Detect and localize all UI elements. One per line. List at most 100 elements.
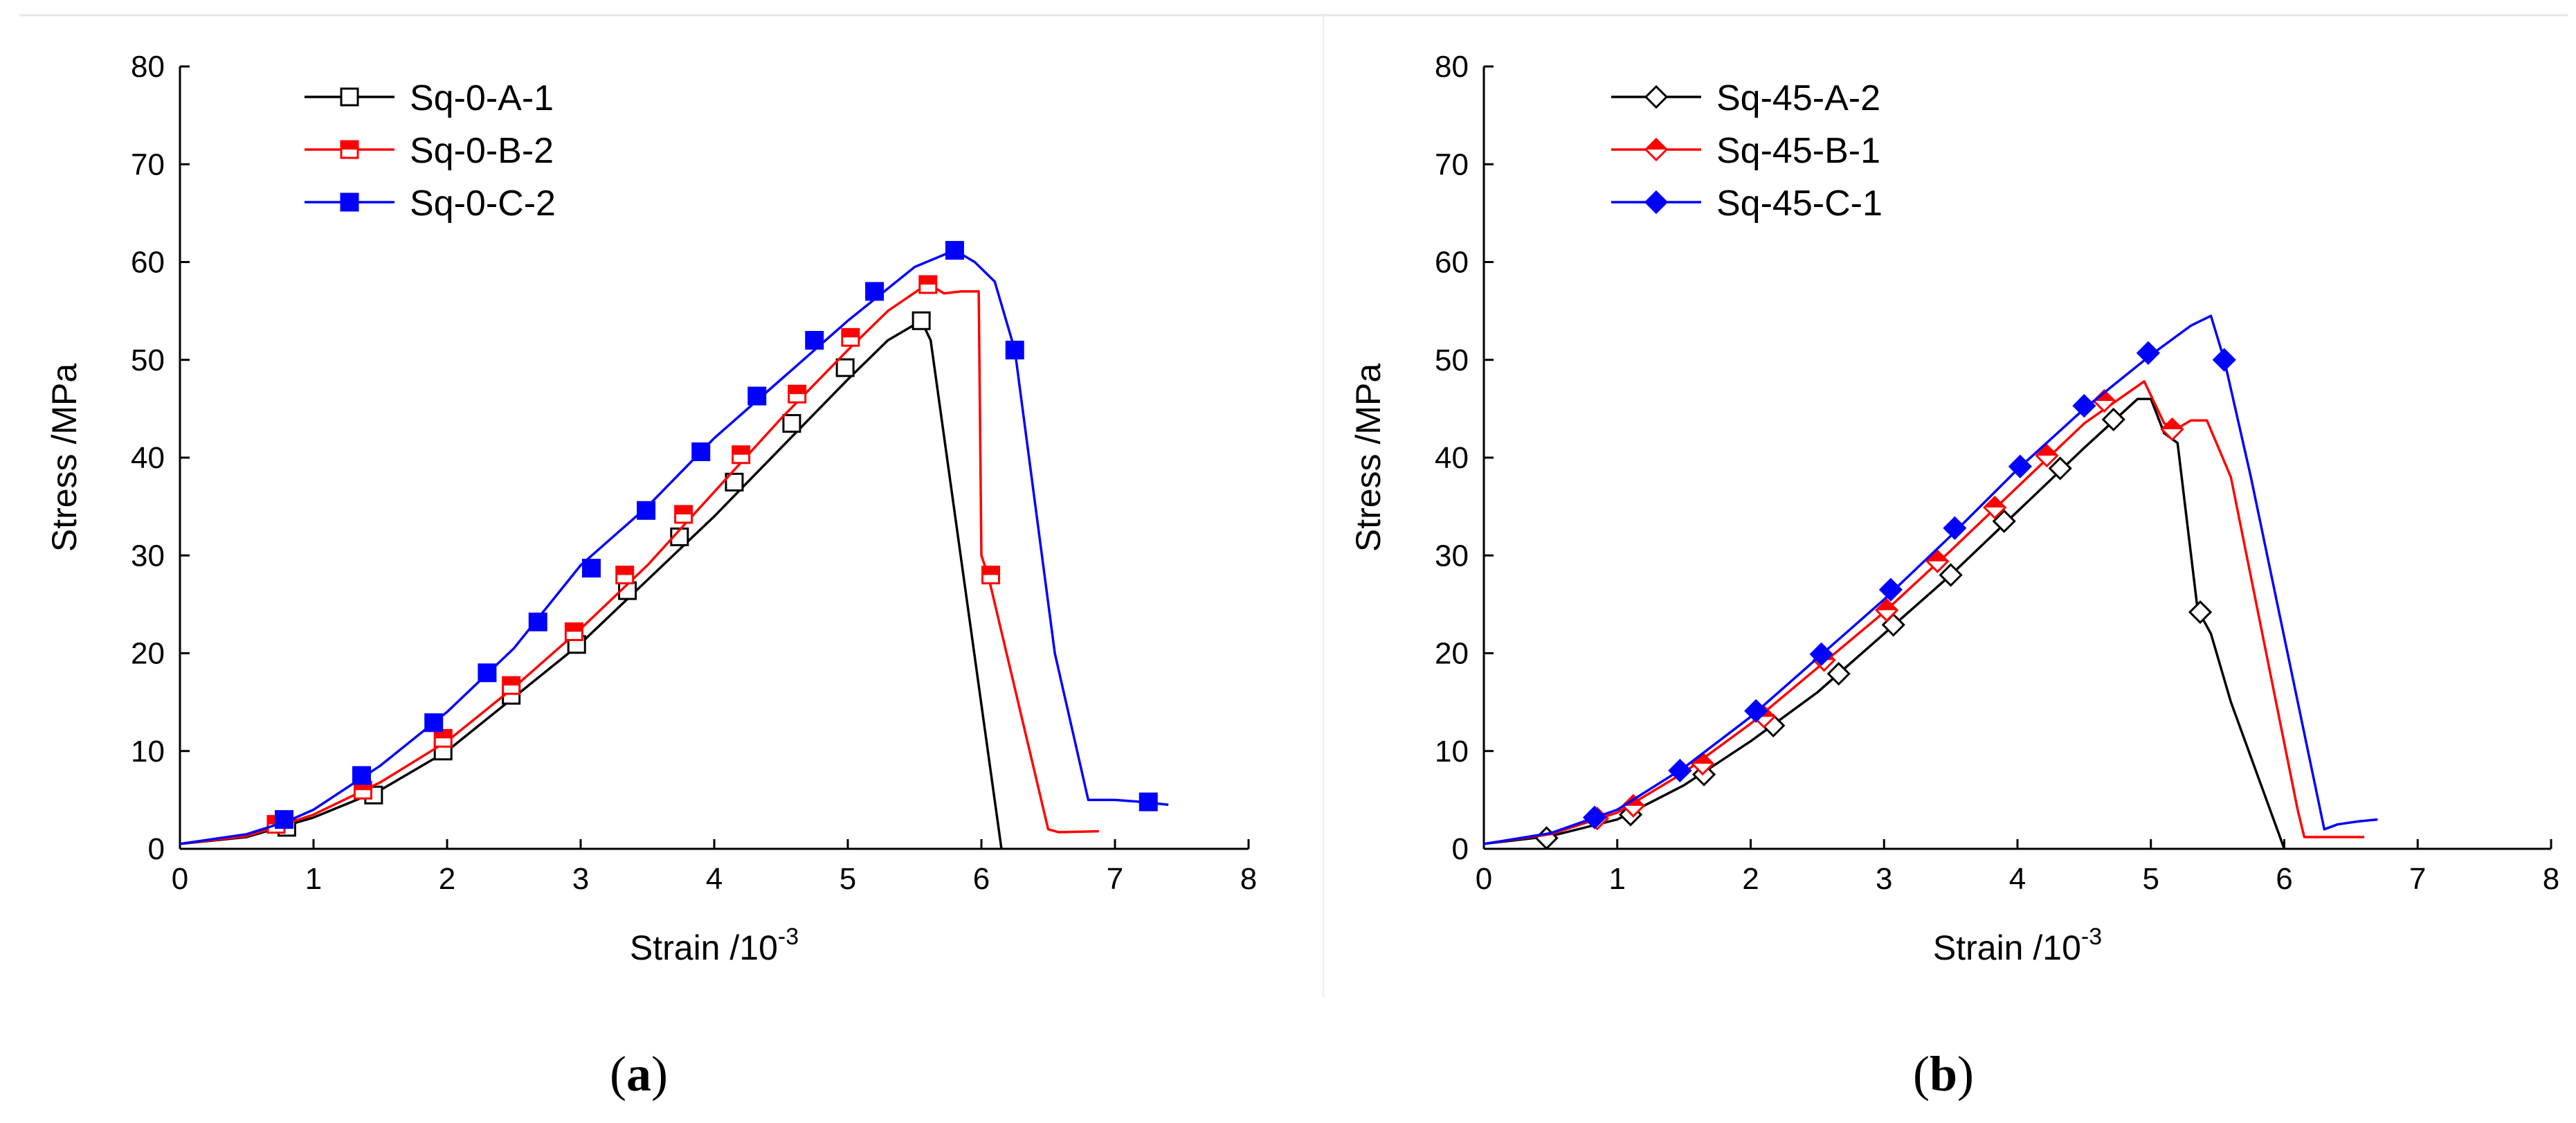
legend-marker — [1644, 190, 1669, 215]
data-marker-Sq-0-B-2 — [918, 275, 938, 294]
data-marker-Sq-0-C-2 — [528, 612, 547, 631]
data-marker-Sq-45-A-2 — [2188, 600, 2213, 625]
data-marker-Sq-0-C-2 — [275, 810, 294, 829]
data-marker-Sq-0-B-2 — [674, 505, 693, 524]
data-marker-Sq-0-B-2 — [502, 676, 521, 695]
series-line-Sq-0-B-2 — [179, 282, 1099, 845]
y-tick-label: 40 — [131, 441, 165, 475]
series-line-Sq-45-C-1 — [1483, 314, 2378, 845]
data-marker-Sq-45-C-1 — [1668, 758, 1692, 783]
data-marker-Sq-0-C-2 — [352, 766, 371, 785]
y-tick-label: 0 — [148, 832, 165, 866]
x-axis-title: Strain /10-3 — [630, 924, 799, 967]
data-marker-Sq-0-C-2 — [581, 559, 601, 578]
x-tick-label: 4 — [706, 862, 723, 896]
y-axis-title: Stress /MPa — [45, 363, 84, 552]
data-marker-Sq-0-C-2 — [747, 386, 767, 406]
series-Sq-0-C-2 — [179, 241, 1169, 845]
legend-entry: Sq-0-B-2 — [305, 131, 554, 171]
legend-b: Sq-45-A-2 Sq-45-B-1 Sq-45-C-1 — [1611, 78, 1883, 224]
y-tick-label: 50 — [1435, 343, 1469, 377]
data-marker-Sq-45-C-1 — [2008, 454, 2032, 478]
legend-marker — [340, 192, 359, 212]
data-marker-Sq-0-C-2 — [805, 331, 824, 350]
y-tick-label: 70 — [131, 147, 165, 181]
x-tick-label: 5 — [840, 862, 856, 896]
data-marker-Sq-45-A-2 — [2048, 456, 2072, 480]
data-marker-Sq-0-C-2 — [637, 501, 656, 520]
x-tick-label: 8 — [2543, 862, 2559, 896]
x-axis-title-base: Strain /10 — [630, 928, 778, 967]
data-marker-Sq-0-B-2 — [788, 384, 807, 404]
data-marker-Sq-45-C-1 — [1744, 699, 1768, 723]
y-tick-label: 10 — [1435, 735, 1469, 769]
x-tick-label: 7 — [2409, 862, 2426, 896]
legend-entry: Sq-45-C-1 — [1611, 183, 1883, 224]
legend-marker — [340, 140, 359, 159]
series-line-Sq-0-A-1 — [179, 319, 1003, 850]
data-marker-Sq-0-B-2 — [433, 728, 453, 748]
data-marker-Sq-45-B-1 — [1874, 598, 1899, 622]
panel-label-a: (a) — [610, 1046, 668, 1102]
legend-entry: Sq-45-A-2 — [1611, 78, 1880, 118]
series-Sq-0-A-1 — [179, 311, 1003, 850]
data-marker-Sq-0-A-1 — [911, 311, 931, 330]
y-tick-label: 60 — [1435, 246, 1469, 280]
series-Sq-45-C-1 — [1483, 314, 2378, 845]
data-marker-Sq-45-A-2 — [1826, 662, 1851, 686]
legend-label: Sq-45-C-1 — [1716, 183, 1883, 224]
y-tick-label: 80 — [1435, 50, 1469, 84]
x-tick-label: 3 — [572, 862, 589, 896]
x-axis-title-base: Strain /10 — [1933, 928, 2081, 967]
data-marker-Sq-0-B-2 — [564, 622, 583, 641]
series-line-Sq-0-C-2 — [179, 249, 1169, 845]
y-tick-label: 60 — [131, 246, 165, 280]
series-line-Sq-45-B-1 — [1483, 380, 2365, 845]
data-marker-Sq-45-B-1 — [1925, 549, 1950, 573]
data-marker-Sq-45-C-1 — [1582, 805, 1607, 829]
y-tick-label: 40 — [1435, 441, 1469, 475]
data-marker-Sq-0-C-2 — [424, 713, 444, 733]
legend-marker — [340, 87, 359, 107]
data-marker-Sq-45-C-1 — [1809, 642, 1833, 667]
legend-label: Sq-45-B-1 — [1716, 131, 1880, 171]
data-marker-Sq-45-B-1 — [2160, 417, 2184, 442]
legend-label: Sq-0-C-2 — [410, 183, 556, 224]
legend-a: Sq-0-A-1 Sq-0-B-2 Sq-0-C-2 — [305, 78, 556, 224]
data-marker-Sq-0-B-2 — [841, 327, 860, 347]
data-marker-Sq-45-A-2 — [2101, 407, 2125, 432]
data-marker-Sq-0-B-2 — [981, 566, 1001, 584]
legend-entry: Sq-45-B-1 — [1611, 131, 1880, 171]
y-tick-label: 10 — [131, 735, 165, 769]
x-tick-label: 3 — [1876, 862, 1892, 896]
y-tick-label: 20 — [131, 637, 165, 671]
legend-label: Sq-45-A-2 — [1716, 78, 1880, 118]
data-marker-Sq-45-A-2 — [1992, 509, 2016, 533]
legend-entry: Sq-0-A-1 — [305, 78, 554, 118]
data-marker-Sq-0-B-2 — [732, 445, 751, 465]
data-marker-Sq-0-C-2 — [1139, 792, 1158, 811]
panel-label-b: (b) — [1913, 1046, 1974, 1102]
data-marker-Sq-0-B-2 — [615, 566, 635, 584]
legend-marker — [1644, 84, 1669, 109]
y-tick-label: 50 — [131, 343, 165, 377]
legend-entry: Sq-0-C-2 — [305, 183, 556, 224]
x-tick-label: 0 — [172, 862, 188, 896]
x-tick-label: 1 — [1609, 862, 1626, 896]
y-tick-label: 30 — [1435, 539, 1469, 573]
x-tick-label: 1 — [305, 862, 322, 896]
x-tick-label: 5 — [2143, 862, 2159, 896]
series-Sq-45-B-1 — [1483, 380, 2365, 845]
data-marker-Sq-45-A-2 — [1939, 563, 1963, 587]
data-marker-Sq-45-C-1 — [2136, 341, 2161, 365]
data-marker-Sq-0-A-1 — [567, 635, 586, 654]
data-marker-Sq-0-C-2 — [865, 282, 885, 301]
y-tick-label: 20 — [1435, 637, 1469, 671]
x-tick-label: 4 — [2009, 862, 2026, 896]
x-tick-label: 0 — [1476, 862, 1492, 896]
data-marker-Sq-0-A-1 — [782, 414, 801, 433]
x-axis-title-exponent: -3 — [2081, 924, 2102, 950]
data-marker-Sq-45-B-1 — [2035, 444, 2059, 468]
